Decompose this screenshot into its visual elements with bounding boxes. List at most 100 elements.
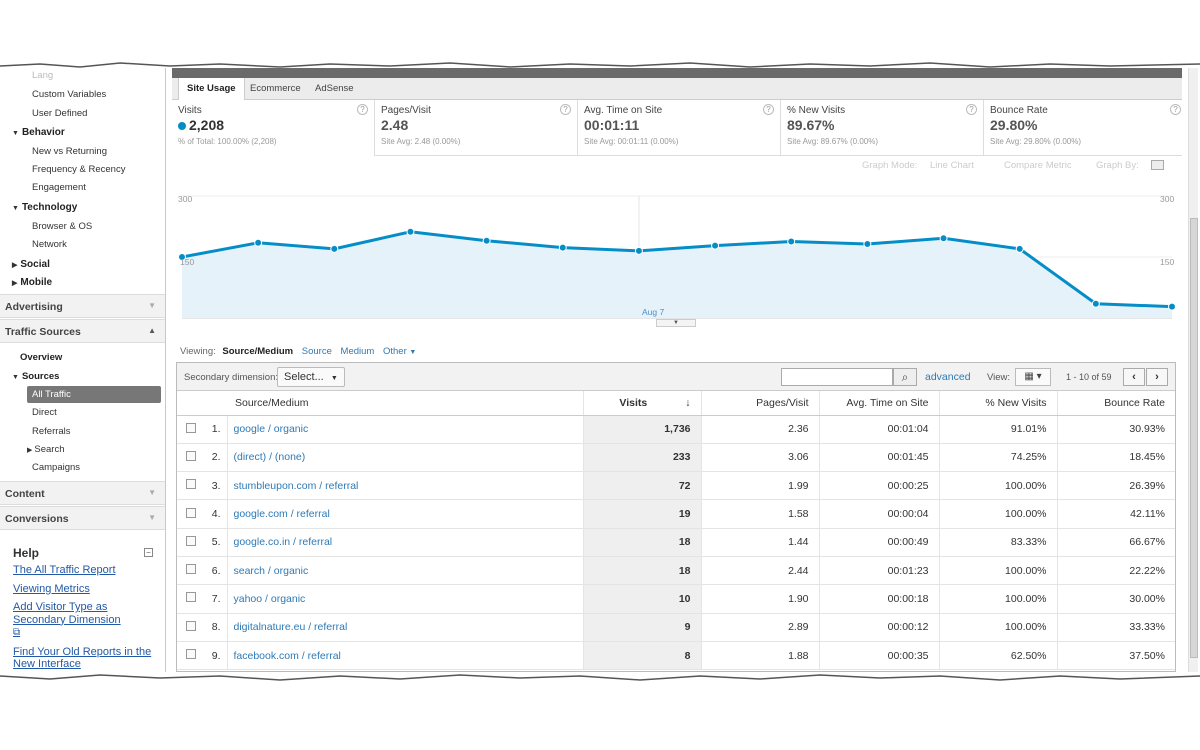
sidebar-group-behavior[interactable]: ▼ Behavior (12, 127, 65, 138)
view-table-icon[interactable]: ▦ ▾ (1015, 368, 1051, 386)
table-row[interactable]: 2. (direct) / (none) 233 3.06 00:01:45 74.25%… (177, 443, 1175, 473)
table-row[interactable]: 8. digitalnature.eu / referral 9 2.89 00:00:… (177, 613, 1175, 642)
page-scrollbar[interactable] (1188, 68, 1198, 672)
help-question-icon[interactable]: ? (1170, 104, 1181, 115)
sidebar-group-mobile[interactable]: ▶ Mobile (12, 277, 52, 288)
table-row[interactable]: 4. google.com / referral 19 1.58 00:00:04 100… (177, 499, 1175, 529)
header-avg-time[interactable]: Avg. Time on Site (818, 391, 939, 416)
help-question-icon[interactable]: ? (357, 104, 368, 115)
metric-bounce-rate[interactable]: Bounce Rate 29.80% Site Avg: 29.80% (0.0… (984, 100, 1187, 156)
tab-site-usage[interactable]: Site Usage (178, 78, 245, 100)
metric-new-visits[interactable]: % New Visits 89.67% Site Avg: 89.67% (0.… (781, 100, 984, 156)
table-row[interactable]: 3. stumbleupon.com / referral 72 1.99 00:00:… (177, 471, 1175, 501)
viewing-source[interactable]: Source (301, 346, 332, 357)
row-checkbox[interactable] (177, 641, 205, 671)
sidebar-item-all-traffic[interactable]: All Traffic (27, 386, 161, 403)
tab-adsense[interactable]: AdSense (315, 83, 354, 94)
checkbox-box[interactable] (186, 592, 196, 603)
help-question-icon[interactable]: ? (560, 104, 571, 115)
header-new-visits[interactable]: % New Visits (938, 391, 1057, 416)
metric-avg-time[interactable]: Avg. Time on Site 00:01:11 Site Avg: 00:… (578, 100, 781, 156)
row-source-link[interactable]: yahoo / organic (233, 592, 306, 605)
help-link-viewing-metrics[interactable]: Viewing Metrics (13, 582, 90, 595)
sidebar-item-campaigns[interactable]: Campaigns (32, 462, 81, 473)
table-row[interactable]: 1. google / organic 1,736 2.36 00:01:04 91.01… (177, 415, 1175, 444)
row-checkbox[interactable] (177, 443, 205, 473)
checkbox-box[interactable] (186, 479, 196, 490)
sidebar-section-advertising[interactable]: Advertising ▼ (0, 294, 165, 318)
help-question-icon[interactable]: ? (763, 104, 774, 115)
row-checkbox[interactable] (177, 415, 205, 444)
compare-metric-button[interactable]: Compare Metric (1004, 160, 1072, 171)
header-source-medium[interactable]: Source/Medium (227, 391, 583, 416)
row-source-link[interactable]: google.com / referral (233, 508, 330, 521)
sidebar-item-overview[interactable]: Overview (20, 352, 63, 363)
checkbox-box[interactable] (186, 422, 196, 433)
table-search-input[interactable] (781, 368, 893, 386)
sidebar-group-social[interactable]: ▶ Social (12, 259, 50, 270)
row-checkbox[interactable] (177, 471, 205, 501)
header-visits[interactable]: Visits ↓ (582, 391, 701, 416)
table-row[interactable]: 6. search / organic 18 2.44 00:01:23 100.00% 2… (177, 556, 1175, 586)
row-source-link[interactable]: digitalnature.eu / referral (233, 621, 348, 634)
collapse-icon[interactable]: − (144, 548, 153, 557)
row-checkbox[interactable] (177, 613, 205, 642)
advanced-filter-link[interactable]: advanced (925, 371, 971, 383)
table-row[interactable]: 9. facebook.com / referral 8 1.88 00:00:35 62… (177, 641, 1175, 671)
prev-page-button[interactable]: ‹ (1123, 368, 1145, 386)
sidebar-group-sources[interactable]: ▼ Sources (12, 371, 59, 382)
sidebar-section-traffic-sources[interactable]: Traffic Sources ▲ (0, 319, 165, 343)
sidebar-item-engagement[interactable]: Engagement (32, 182, 86, 193)
viewing-source-medium[interactable]: Source/Medium (222, 346, 294, 357)
table-row[interactable]: 7. yahoo / organic 10 1.90 00:00:18 100.00% 30… (177, 584, 1175, 614)
chart-resize-handle[interactable]: ▼ (656, 319, 696, 327)
help-link-add-visitor-type[interactable]: Add Visitor Type as Secondary Dimension … (5, 601, 130, 640)
sidebar-item-custom-variables[interactable]: Custom Variables (32, 89, 107, 100)
secondary-dimension-select[interactable]: Select... ▼ (277, 367, 345, 387)
row-source-link[interactable]: stumbleupon.com / referral (233, 479, 359, 492)
row-source-link[interactable]: search / organic (233, 564, 309, 577)
next-page-button[interactable]: › (1146, 368, 1168, 386)
metric-pages-visit[interactable]: Pages/Visit 2.48 Site Avg: 2.48 (0.00%) … (375, 100, 578, 156)
metric-visits[interactable]: Visits 2,208 % of Total: 100.00% (2,208)… (172, 100, 375, 156)
sidebar-item-new-vs-returning[interactable]: New vs Returning (32, 146, 107, 157)
row-source-link[interactable]: facebook.com / referral (233, 649, 341, 662)
sidebar-section-content[interactable]: Content ▼ (0, 481, 165, 505)
row-source-link[interactable]: (direct) / (none) (233, 451, 306, 464)
graph-by-calendar-icon[interactable] (1151, 160, 1164, 170)
help-question-icon[interactable]: ? (966, 104, 977, 115)
row-checkbox[interactable] (177, 584, 205, 614)
checkbox-box[interactable] (186, 450, 196, 461)
sidebar-item-search[interactable]: ▶ Search (27, 444, 65, 455)
row-source-link[interactable]: google / organic (233, 423, 309, 436)
graph-mode-line-chart[interactable]: Line Chart (930, 160, 974, 171)
checkbox-box[interactable] (186, 564, 196, 575)
sidebar-group-technology[interactable]: ▼ Technology (12, 202, 77, 213)
row-checkbox[interactable] (177, 556, 205, 586)
help-link-all-traffic-report[interactable]: The All Traffic Report (13, 564, 116, 576)
sidebar-item-network[interactable]: Network (32, 239, 67, 250)
search-icon[interactable]: ⌕ (893, 368, 917, 386)
checkbox-box[interactable] (186, 649, 196, 660)
sidebar-item-user-defined[interactable]: User Defined (32, 108, 88, 119)
help-link-old-reports[interactable]: Find Your Old Reports in the New Interfa… (13, 645, 152, 671)
sidebar-item-browser-os[interactable]: Browser & OS (32, 221, 93, 232)
viewing-other[interactable]: Other ▼ (383, 346, 416, 357)
row-source-link[interactable]: google.co.in / referral (233, 536, 333, 549)
header-pages-visit[interactable]: Pages/Visit (700, 391, 819, 416)
viewing-medium[interactable]: Medium (340, 346, 375, 357)
sidebar-item-referrals[interactable]: Referrals (32, 426, 71, 437)
checkbox-box[interactable] (186, 620, 196, 631)
row-checkbox[interactable] (177, 528, 205, 557)
checkbox-box[interactable] (186, 507, 196, 518)
checkbox-box[interactable] (186, 535, 196, 546)
sidebar-item-frequency-recency[interactable]: Frequency & Recency (32, 164, 126, 175)
sidebar-item-direct[interactable]: Direct (32, 407, 57, 418)
row-checkbox[interactable] (177, 499, 205, 529)
table-row[interactable]: 5. google.co.in / referral 18 1.44 00:00:49 8… (177, 528, 1175, 557)
header-bounce-rate[interactable]: Bounce Rate (1056, 391, 1175, 416)
sidebar-section-conversions[interactable]: Conversions ▼ (0, 506, 165, 530)
sidebar-item-partial[interactable]: Lang (32, 70, 54, 81)
scrollbar-thumb[interactable] (1190, 218, 1198, 658)
tab-ecommerce[interactable]: Ecommerce (250, 83, 301, 94)
